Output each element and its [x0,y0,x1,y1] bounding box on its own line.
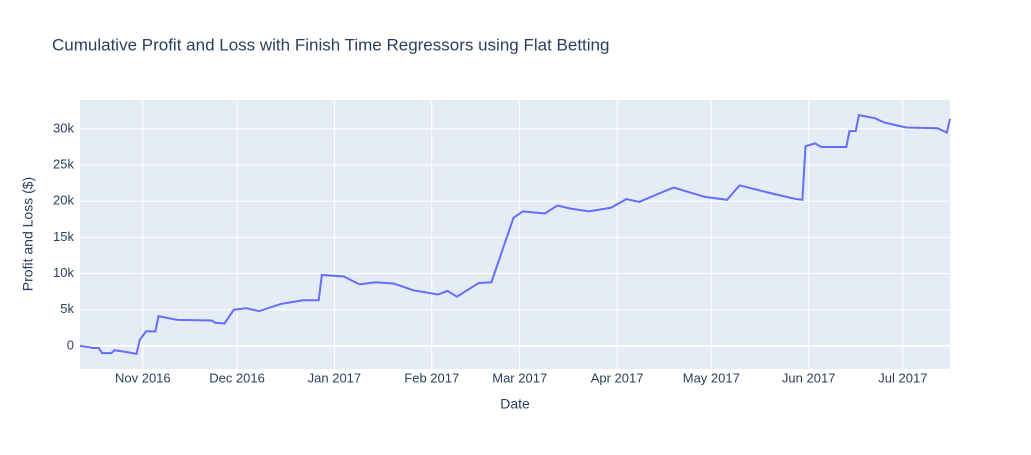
x-tick-label: May 2017 [683,370,740,385]
y-tick-label: 25k [53,157,74,172]
y-tick-label: 30k [53,120,74,135]
data-line [79,114,951,355]
plot-area [80,100,950,369]
y-tick-label: 5k [60,301,74,316]
chart-title: Cumulative Profit and Loss with Finish T… [52,35,609,54]
x-axis-title: Date [500,396,530,412]
x-tick-label: Jan 2017 [308,370,362,385]
x-tick-label: Nov 2016 [115,370,171,385]
y-tick-label: 10k [53,265,74,280]
x-tick-label: Jul 2017 [878,370,927,385]
y-tick-label: 0 [67,337,74,352]
y-tick-label: 20k [53,193,74,208]
x-tick-label: Apr 2017 [591,370,644,385]
y-axis-title: Profit and Loss ($) [20,177,36,291]
x-tick-label: Mar 2017 [492,370,547,385]
y-tick-label: 15k [53,229,74,244]
x-tick-label: Dec 2016 [209,370,265,385]
x-tick-label: Feb 2017 [404,370,459,385]
x-tick-label: Jun 2017 [782,370,836,385]
